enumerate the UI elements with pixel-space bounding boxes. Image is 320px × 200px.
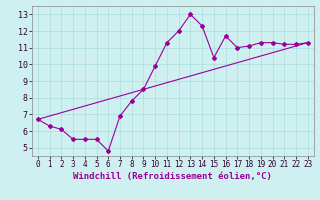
X-axis label: Windchill (Refroidissement éolien,°C): Windchill (Refroidissement éolien,°C)	[73, 172, 272, 181]
